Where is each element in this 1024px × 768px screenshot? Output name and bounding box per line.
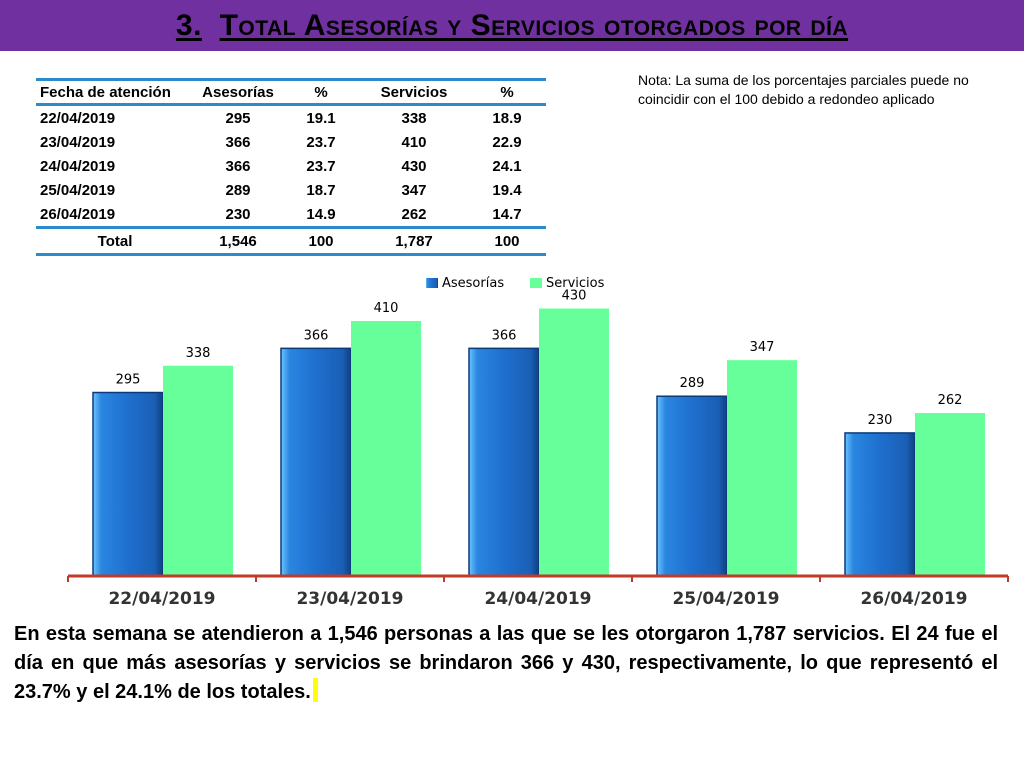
x-tick-label-3: 24/04/2019	[484, 589, 591, 609]
summary-paragraph: En esta semana se atendieron a 1,546 per…	[14, 620, 998, 707]
cell-date: 26/04/2019	[40, 205, 116, 223]
x-tick-label-4: 25/04/2019	[672, 589, 779, 609]
cell-pct-servicios: 22.9	[492, 133, 522, 151]
total-pct-servicios: 100	[494, 232, 520, 250]
bar-servicios-4	[727, 360, 797, 576]
table-row: 26/04/2019 230 14.9 262 14.7	[36, 202, 546, 228]
bar-servicios-3	[539, 308, 609, 576]
chart-legend: Asesorías Servicios	[426, 276, 605, 291]
data-label-servicios-4: 347	[750, 340, 775, 355]
header-servicios: Servicios	[380, 83, 448, 101]
total-pct-asesorias: 100	[308, 232, 334, 250]
title-bar	[0, 0, 1024, 51]
total-servicios: 1,787	[395, 232, 433, 250]
table-row: 25/04/2019 289 18.7 347 19.4	[36, 178, 546, 202]
table-row: 24/04/2019 366 23.7 430 24.1	[36, 154, 546, 178]
note-text: Nota: La suma de los porcentajes parcial…	[638, 72, 969, 107]
cell-pct-asesorias: 23.7	[306, 133, 336, 151]
chart-bars	[92, 308, 985, 577]
cell-servicios: 338	[401, 109, 427, 127]
total-asesorias: 1,546	[219, 232, 257, 250]
cell-asesorias: 295	[225, 109, 251, 127]
cell-servicios: 430	[401, 157, 427, 175]
data-label-servicios-2: 410	[374, 301, 399, 316]
cell-pct-asesorias: 19.1	[306, 109, 336, 127]
header-pct-servicios: %	[500, 83, 514, 101]
bar-servicios-2	[351, 320, 421, 576]
cell-servicios: 347	[401, 181, 427, 199]
bar-servicios-1	[163, 365, 233, 576]
data-label-servicios-1: 338	[186, 346, 211, 361]
cell-pct-servicios: 24.1	[492, 157, 522, 175]
text-cursor-highlight	[312, 678, 318, 702]
bar-asesorías-4	[656, 395, 728, 577]
data-table: Fecha de atención Asesorías % Servicios …	[36, 78, 546, 256]
table-header-row: Fecha de atención Asesorías % Servicios …	[36, 79, 546, 105]
legend-swatch-asesorías	[426, 278, 438, 288]
bar-servicios-5	[915, 413, 985, 576]
cell-pct-asesorias: 23.7	[306, 157, 336, 175]
x-tick-label-2: 23/04/2019	[296, 589, 403, 609]
data-label-asesorías-1: 295	[116, 373, 141, 388]
legend-label-asesorías: Asesorías	[442, 276, 504, 291]
chart-data-labels: 295 338 366 410 366 430 289 347 230 262	[116, 289, 963, 428]
table-total-row: Total 1,546 100 1,787 100	[36, 227, 546, 255]
cell-date: 24/04/2019	[40, 157, 116, 175]
header-asesorias: Asesorías	[202, 83, 274, 101]
cell-pct-servicios: 18.9	[492, 109, 522, 127]
cell-servicios: 262	[401, 205, 427, 223]
page-title: 3. Total Asesorías y Servicios otorgados…	[0, 0, 1024, 51]
title-label: Total Asesorías y Servicios otorgados po…	[219, 9, 849, 42]
x-tick-label-5: 26/04/2019	[860, 589, 967, 609]
data-label-asesorías-3: 366	[492, 328, 517, 343]
cell-pct-servicios: 19.4	[492, 181, 522, 199]
cell-servicios: 410	[401, 133, 427, 151]
data-label-asesorías-5: 230	[868, 413, 893, 428]
x-tick-label-1: 22/04/2019	[108, 589, 215, 609]
total-label: Total	[97, 232, 133, 250]
bar-asesorías-5	[844, 432, 916, 577]
data-label-servicios-5: 262	[938, 393, 963, 408]
data-label-servicios-3: 430	[562, 289, 587, 304]
title-number: 3.	[175, 9, 202, 42]
cell-date: 22/04/2019	[40, 109, 116, 127]
bar-asesorías-3	[468, 347, 540, 577]
cell-asesorias: 366	[225, 157, 251, 175]
data-label-asesorías-4: 289	[680, 376, 705, 391]
header-pct-asesorias: %	[314, 83, 328, 101]
cell-pct-asesorias: 14.9	[306, 205, 336, 223]
cell-asesorias: 230	[225, 205, 251, 223]
table-row: 22/04/2019 295 19.1 338 18.9	[36, 105, 546, 131]
cell-pct-servicios: 14.7	[492, 205, 522, 223]
chart-x-axis: 22/04/2019 23/04/2019 24/04/2019 25/04/2019…	[67, 574, 1009, 609]
cell-date: 25/04/2019	[40, 181, 116, 199]
bar-chart: Asesorías Servicios 295 338 366 410 366 430 289…	[67, 276, 1009, 609]
cell-asesorias: 289	[225, 181, 251, 199]
cell-asesorias: 366	[225, 133, 251, 151]
legend-label-servicios: Servicios	[546, 276, 605, 291]
data-label-asesorías-2: 366	[304, 328, 329, 343]
legend-swatch-servicios	[530, 278, 542, 288]
cell-pct-asesorias: 18.7	[306, 181, 336, 199]
bar-asesorías-2	[280, 347, 352, 577]
summary-text: En esta semana se atendieron a 1,546 per…	[14, 623, 998, 703]
bar-asesorías-1	[92, 391, 164, 577]
header-date: Fecha de atención	[40, 83, 171, 101]
table-row: 23/04/2019 366 23.7 410 22.9	[36, 130, 546, 154]
cell-date: 23/04/2019	[40, 133, 116, 151]
